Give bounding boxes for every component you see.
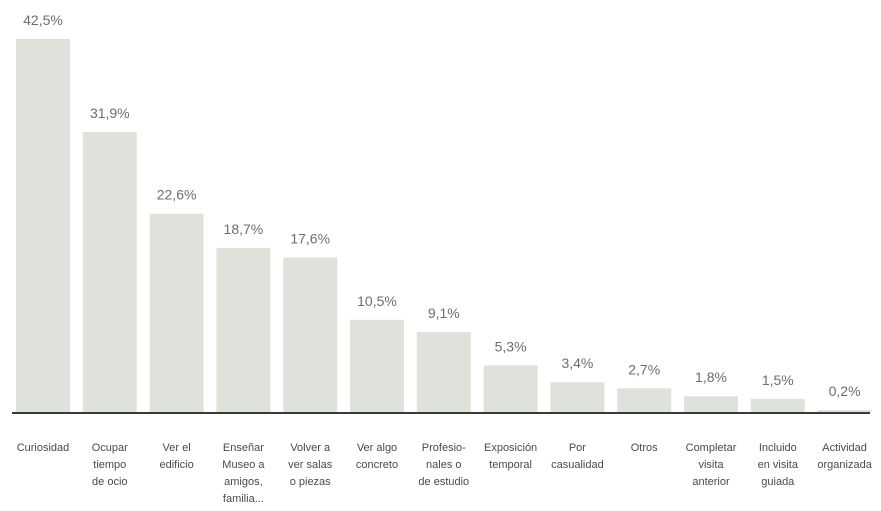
bar-10 [684, 396, 738, 412]
bar-3 [216, 247, 271, 412]
category-label-6: Profesio-nales o de estudio [418, 442, 469, 488]
category-label-line: ver salas [288, 459, 333, 471]
value-label-3: 18,7% [224, 221, 264, 237]
category-label-line: familia... [223, 493, 264, 505]
category-label-line: Completar [686, 442, 737, 454]
category-label-10: Completar visita anterior [686, 442, 737, 488]
category-label-9: Otros [631, 442, 658, 454]
category-label-7: Exposición temporal [484, 442, 537, 471]
category-label-0: Curiosidad [17, 442, 70, 454]
category-label-line: organizada [817, 459, 872, 471]
category-label-line: tiempo [93, 459, 126, 471]
category-label-11: Incluido en visita guiada [758, 442, 799, 488]
category-label-line: Profesio- [422, 442, 466, 454]
value-label-6: 9,1% [428, 305, 460, 321]
value-label-4: 17,6% [290, 231, 330, 247]
category-label-line: visita [698, 459, 724, 471]
category-label-line: Ver el [163, 442, 191, 454]
value-label-11: 1,5% [762, 372, 794, 388]
bar-6 [416, 332, 471, 412]
category-label-line: Actividad [822, 442, 867, 454]
value-label-7: 5,3% [495, 339, 527, 355]
category-label-line: anterior [692, 476, 730, 488]
category-label-line: Incluido [759, 442, 797, 454]
category-label-line: guiada [761, 476, 795, 488]
category-label-4: Volver a ver salas o piezas [288, 442, 333, 488]
category-label-line: casualidad [551, 459, 604, 471]
category-label-line: Otros [631, 442, 658, 454]
category-label-line: Ver algo [357, 442, 397, 454]
category-label-line: en visita [758, 459, 799, 471]
category-label-line: concreto [356, 459, 398, 471]
category-label-line: Volver a [290, 442, 331, 454]
category-label-2: Ver el edificio [159, 442, 193, 471]
value-labels-group: 42,5% 31,9% 22,6% 18,7% 17,6% 10,5% 9,1% 5,3% 3,… [23, 12, 860, 399]
category-label-line: Museo a [222, 459, 265, 471]
bar-11 [750, 398, 805, 412]
category-label-line: de estudio [418, 476, 469, 488]
category-label-line: Por [569, 442, 586, 454]
category-label-3: Enseñar Museo a amigos, familia... [222, 442, 265, 505]
category-label-line: nales o [426, 459, 461, 471]
category-label-line: Exposición [484, 442, 537, 454]
bar-1 [82, 132, 137, 412]
category-label-line: Curiosidad [17, 442, 70, 454]
category-label-line: o piezas [290, 476, 331, 488]
bar-7 [483, 365, 538, 412]
category-label-line: edificio [159, 459, 193, 471]
category-label-8: Por casualidad [551, 442, 604, 471]
bar-12 [817, 410, 872, 412]
value-label-10: 1,8% [695, 369, 727, 385]
category-label-line: temporal [489, 459, 532, 471]
value-label-2: 22,6% [157, 187, 197, 203]
bar-9 [617, 388, 672, 412]
value-label-8: 3,4% [561, 355, 593, 371]
category-label-1: Ocupar tiempo de ocio [92, 442, 128, 488]
category-label-12: Actividad organizada [817, 442, 872, 471]
category-labels-group: Curiosidad Ocupar tiempo de ocio Ver el edifi… [17, 442, 873, 505]
value-label-12: 0,2% [829, 383, 861, 399]
bar-5 [350, 319, 404, 412]
category-label-line: Ocupar [92, 442, 128, 454]
category-label-line: amigos, [224, 476, 263, 488]
value-label-0: 42,5% [23, 12, 63, 28]
value-label-1: 31,9% [90, 105, 130, 121]
category-label-line: Enseñar [223, 442, 264, 454]
bar-0 [16, 39, 70, 412]
value-label-9: 2,7% [628, 361, 660, 377]
category-label-5: Ver algo concreto [356, 442, 398, 471]
bar-4 [283, 257, 338, 412]
category-label-line: de ocio [92, 476, 127, 488]
bar-8 [550, 382, 605, 412]
bars-group [16, 39, 872, 412]
value-label-5: 10,5% [357, 293, 397, 309]
bar-2 [149, 213, 204, 412]
